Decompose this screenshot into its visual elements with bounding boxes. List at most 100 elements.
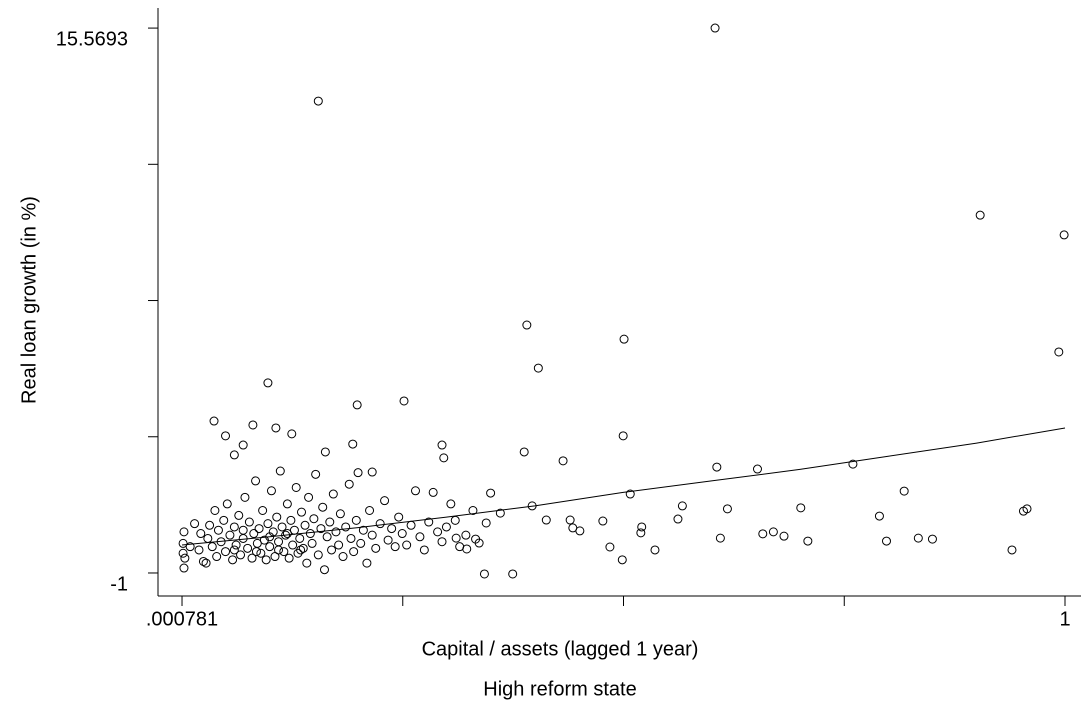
scatter-point: [322, 532, 332, 542]
scatter-point: [196, 529, 206, 539]
scatter-point: [519, 447, 529, 457]
x-axis-title: Capital / assets (lagged 1 year): [422, 638, 699, 660]
scatter-point: [265, 542, 275, 552]
scatter-point: [305, 529, 315, 539]
scatter-point: [178, 548, 188, 558]
scatter-point: [198, 556, 208, 566]
scatter-point: [251, 476, 261, 486]
scatter-point: [259, 535, 269, 545]
scatter-point: [293, 548, 303, 558]
scatter-point: [637, 522, 647, 532]
scatter-point: [236, 550, 246, 560]
scatter-point: [397, 529, 407, 539]
scatter-point: [258, 505, 268, 515]
scatter-point: [210, 505, 220, 515]
fit-line: [181, 427, 1066, 546]
scatter-point: [209, 416, 219, 426]
scatter-point: [295, 533, 305, 543]
scatter-point: [353, 468, 363, 478]
scatter-point: [351, 515, 361, 525]
scatter-point: [424, 517, 434, 527]
scatter-point: [390, 542, 400, 552]
scatter-point: [261, 555, 271, 565]
scatter-point: [229, 545, 239, 555]
scatter-point: [346, 533, 356, 543]
scatter-point: [304, 492, 314, 502]
scatter-point: [796, 503, 806, 513]
scatter-point: [180, 553, 190, 563]
scatter-point: [380, 496, 390, 506]
scatter-point: [282, 499, 292, 509]
scatter-point: [300, 520, 310, 530]
scatter-point: [451, 533, 461, 543]
scatter-point: [205, 520, 215, 530]
scatter-point: [481, 518, 491, 528]
scatter-point: [874, 511, 884, 521]
scatter-point: [320, 447, 330, 457]
scatter-point: [371, 543, 381, 553]
scatter-point: [240, 492, 250, 502]
scatter-point: [298, 543, 308, 553]
scatter-point: [394, 512, 404, 522]
scatter-point: [313, 550, 323, 560]
scatter-point: [319, 565, 329, 575]
scatter-point: [248, 420, 258, 430]
scatter-point: [402, 540, 412, 550]
scatter-point: [356, 538, 366, 548]
scatter-point: [327, 545, 337, 555]
scatter-point: [247, 553, 257, 563]
scatter-point: [975, 210, 985, 220]
scatter-point: [882, 536, 892, 546]
scatter-point: [446, 499, 456, 509]
scatter-point: [256, 548, 266, 558]
y-tick-label: -1: [110, 573, 128, 595]
scatter-point: [282, 529, 292, 539]
scatter-point: [309, 514, 319, 524]
scatter-point: [275, 466, 285, 476]
scatter-point: [358, 525, 368, 535]
scatter-point: [325, 517, 335, 527]
scatter-point: [927, 534, 937, 544]
scatter-point: [179, 563, 189, 573]
scatter-point: [334, 540, 344, 550]
scatter-point: [474, 538, 484, 548]
scatter-point: [318, 502, 328, 512]
scatter-point: [455, 542, 465, 552]
y-axis-title: Real loan growth (in %): [18, 196, 40, 404]
scatter-point: [254, 524, 264, 534]
scatter-point: [307, 538, 317, 548]
scatter-point: [263, 519, 273, 529]
scatter-point: [619, 334, 629, 344]
scatter-point: [229, 522, 239, 532]
scatter-point: [677, 501, 687, 511]
scatter-point: [650, 545, 660, 555]
scatter-point: [225, 530, 235, 540]
scatter-point: [399, 396, 409, 406]
scatter-point: [722, 504, 732, 514]
scatter-point: [415, 532, 425, 542]
scatter-point: [710, 23, 720, 33]
scatter-point: [598, 516, 608, 526]
scatter-point: [625, 489, 635, 499]
scatter-point: [344, 479, 354, 489]
scatter-point: [1059, 230, 1069, 240]
scatter-point: [185, 542, 195, 552]
scatter-point: [533, 363, 543, 373]
scatter-point: [673, 514, 683, 524]
scatter-point: [365, 505, 375, 515]
scatter-point: [271, 423, 281, 433]
scatter-point: [341, 522, 351, 532]
scatter-point: [277, 522, 287, 532]
scatter-point: [287, 429, 297, 439]
scatter-point: [331, 527, 341, 537]
scatter-point: [194, 545, 204, 555]
scatter-point: [522, 320, 532, 330]
scatter-point: [348, 439, 358, 449]
scatter-point: [238, 525, 248, 535]
scatter-point: [222, 499, 232, 509]
y-tick-label: 15.5693: [56, 28, 128, 50]
scatter-point: [367, 467, 377, 477]
scatter-point: [433, 527, 443, 537]
